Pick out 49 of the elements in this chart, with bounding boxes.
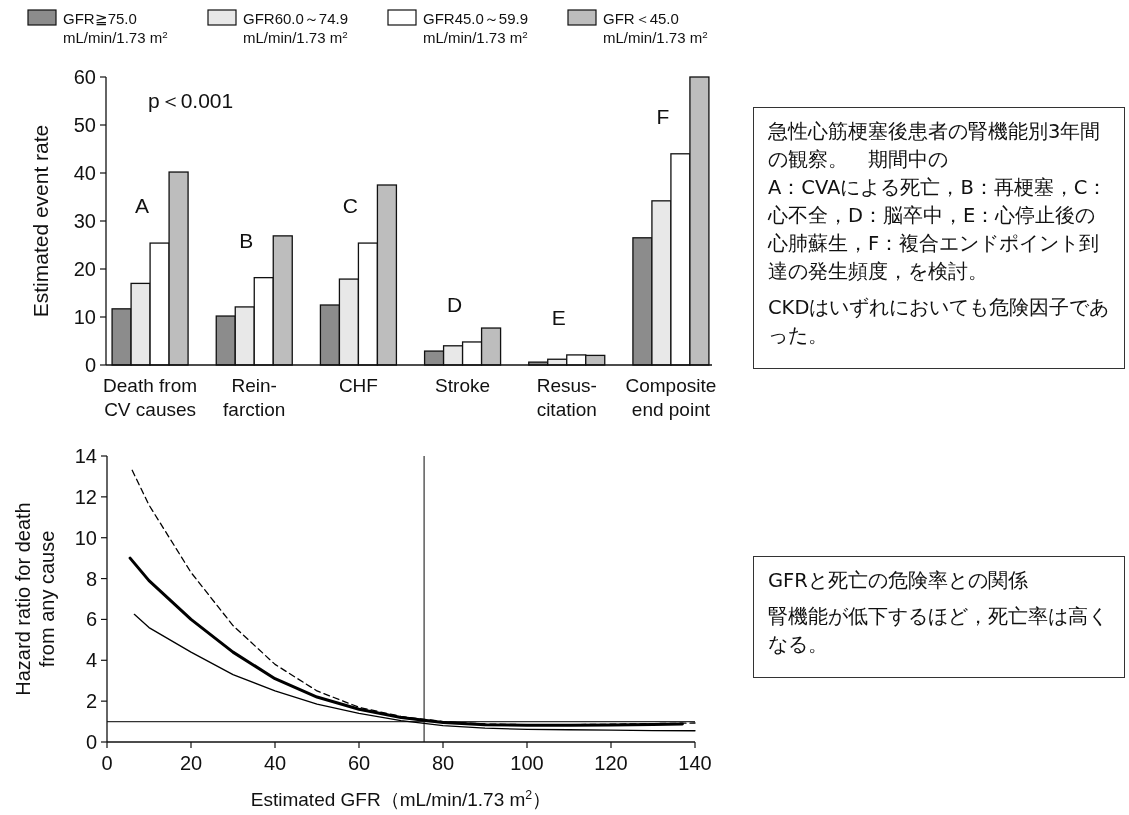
annotation: p＜0.001	[148, 89, 234, 112]
text: CKDはいずれにおいても危険因子であった。	[768, 295, 1111, 349]
x-tick-label: 0	[101, 752, 113, 774]
y-tick-label: 8	[85, 567, 97, 590]
x-tick-label: CHF	[338, 375, 378, 396]
x-tick-label: 140	[678, 752, 712, 774]
y-tick-label: 60	[73, 66, 96, 88]
y-tick-label: 40	[73, 162, 96, 184]
x-axis-title: Estimated GFR（mL/min/1.73 m$^{2}$）	[250, 788, 552, 810]
x-tick-label: 100	[510, 752, 544, 774]
x-tick-label: 80	[431, 752, 455, 774]
text: 急性心筋梗塞後患者の腎機能別3年間の観察。 期間中の	[768, 119, 1102, 173]
annotation: A	[135, 194, 150, 218]
y-axis-title: Hazard ratio for death from any cause	[12, 502, 58, 696]
y-tick-label: 2	[85, 690, 97, 713]
text: A：CVAによる死亡，B：再梗塞，C：心不全，D：脳卒中，E：心停止後の心肺蘇生，F：複合エンドポイント到達の発生頻度，を検討。	[768, 175, 1109, 285]
y-axis-title: Estimated event rate	[29, 124, 52, 318]
y-tick-label: 50	[73, 114, 96, 136]
line-series	[131, 469, 696, 726]
y-tick-label: 6	[85, 608, 97, 631]
legend-label: GFR＜45.0 mL/min/1.73 m$^{2}$	[603, 10, 708, 46]
legend-label: GFR60.0～74.9 mL/min/1.73 m$^{2}$	[243, 10, 349, 46]
y-tick-label: 0	[85, 731, 97, 753]
y-tick-label: 20	[73, 258, 96, 280]
y-tick-label: 14	[74, 445, 97, 467]
x-tick-label: 60	[347, 752, 371, 774]
x-tick-label: Resus- citation	[536, 375, 597, 420]
annotation: E	[551, 305, 566, 329]
annotation: C	[342, 194, 358, 218]
x-tick-label: 20	[179, 752, 203, 774]
annotation: B	[239, 228, 254, 252]
x-tick-label: Death from CV causes	[103, 375, 198, 420]
y-tick-label: 0	[84, 354, 96, 376]
x-tick-label: 120	[594, 752, 628, 774]
legend-label: GFR45.0～59.9 mL/min/1.73 m$^{2}$	[423, 10, 529, 46]
x-tick-label: 40	[263, 752, 287, 774]
annotation: D	[447, 292, 463, 316]
x-tick-label: Composite end point	[625, 375, 717, 420]
annotation: F	[656, 104, 670, 128]
legend-label: GFR≧75.0 mL/min/1.73 m$^{2}$	[63, 10, 168, 46]
y-tick-label: 12	[74, 485, 97, 508]
y-tick-label: 10	[73, 306, 96, 328]
x-tick-label: Rein- farction	[223, 375, 286, 420]
text: GFRと死亡の危険率との関係	[768, 568, 1029, 594]
y-tick-label: 4	[85, 649, 97, 672]
x-tick-label: Stroke	[435, 375, 491, 396]
y-tick-label: 30	[73, 210, 96, 232]
y-tick-label: 10	[74, 526, 97, 549]
text: 腎機能が低下するほど，死亡率は高くなる。	[768, 604, 1109, 658]
